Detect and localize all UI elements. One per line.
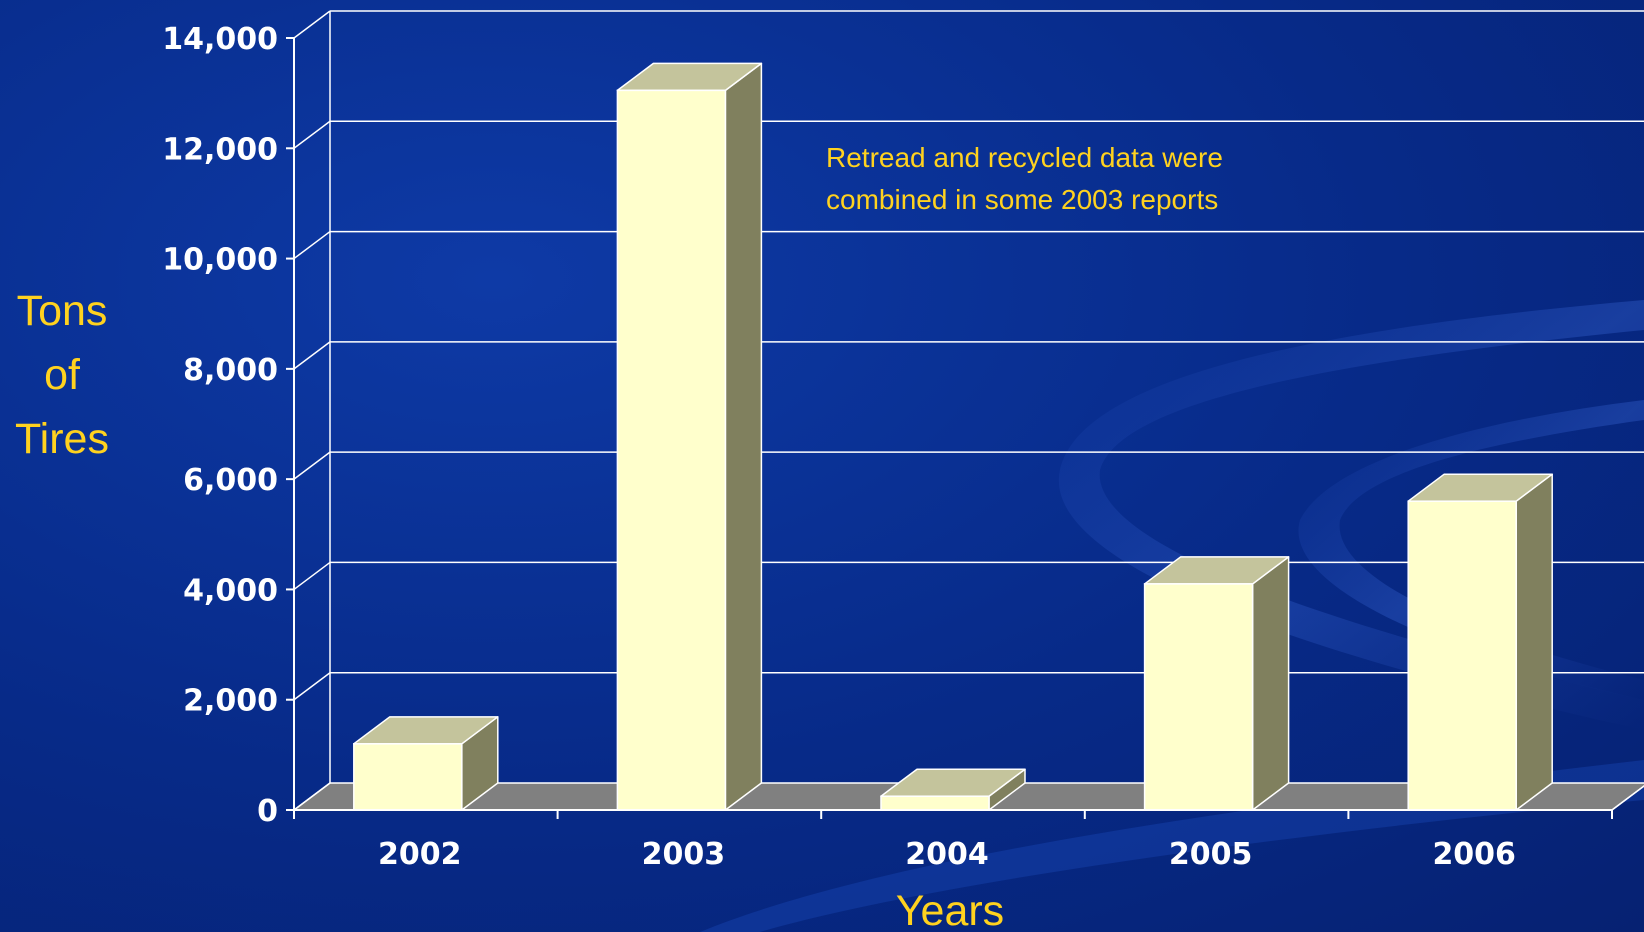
bar-2006 (1407, 473, 1553, 811)
y-wall-diagonal-3 (293, 451, 331, 480)
y-tick-label-4: 8,000 (183, 353, 278, 388)
bar-front-2002 (353, 743, 463, 811)
y-wall-diagonal-7 (293, 10, 331, 39)
chart-annotation-line-2: combined in some 2003 reports (826, 184, 1218, 215)
x-axis-title: Years (896, 887, 1004, 932)
y-wall-diagonal-6 (293, 120, 331, 149)
bar-front-2006 (1407, 500, 1517, 811)
y-tick-label-2: 4,000 (183, 573, 278, 608)
x-tick-label-2003: 2003 (642, 837, 726, 872)
y-tick-label-0: 0 (257, 794, 278, 829)
bar-front-2004 (880, 795, 990, 811)
y-tick-label-1: 2,000 (183, 684, 278, 719)
x-tick-label-2005: 2005 (1169, 837, 1253, 872)
y-tick-label-3: 6,000 (183, 463, 278, 498)
bar-2002 (353, 716, 499, 811)
bar-2005 (1143, 556, 1290, 811)
x-tick-label-2002: 2002 (378, 837, 462, 872)
plot-area: 0 2,000 4,000 6,000 8,000 10,000 12,000 14,000 2… (162, 10, 1644, 872)
y-tick-label-6: 12,000 (162, 132, 278, 167)
bar-side-2006 (1515, 473, 1553, 811)
bar-front-2003 (616, 89, 727, 811)
x-tick-label-2004: 2004 (905, 837, 989, 872)
x-axis-right-diagonal (1611, 785, 1644, 811)
y-axis-title-line-2: of (44, 351, 81, 399)
y-wall-diagonal-1 (293, 672, 331, 701)
y-axis-title-line-1: Tons (17, 287, 108, 335)
chart-annotation-line-1: Retread and recycled data were (826, 142, 1223, 173)
bar-side-2003 (724, 62, 763, 811)
bar-side-2005 (1251, 556, 1290, 811)
y-wall-diagonal-2 (293, 561, 331, 591)
bar-2003 (616, 62, 763, 811)
y-axis-title-line-3: Tires (15, 415, 109, 463)
y-wall-diagonal-4 (293, 341, 331, 370)
y-tick-label-7: 14,000 (162, 22, 278, 57)
x-tick-label-2006: 2006 (1432, 837, 1516, 872)
bar-front-2005 (1143, 583, 1254, 811)
y-wall-diagonal-0 (293, 782, 331, 811)
y-tick-label-5: 10,000 (162, 243, 278, 278)
y-wall-diagonal-5 (293, 230, 331, 260)
